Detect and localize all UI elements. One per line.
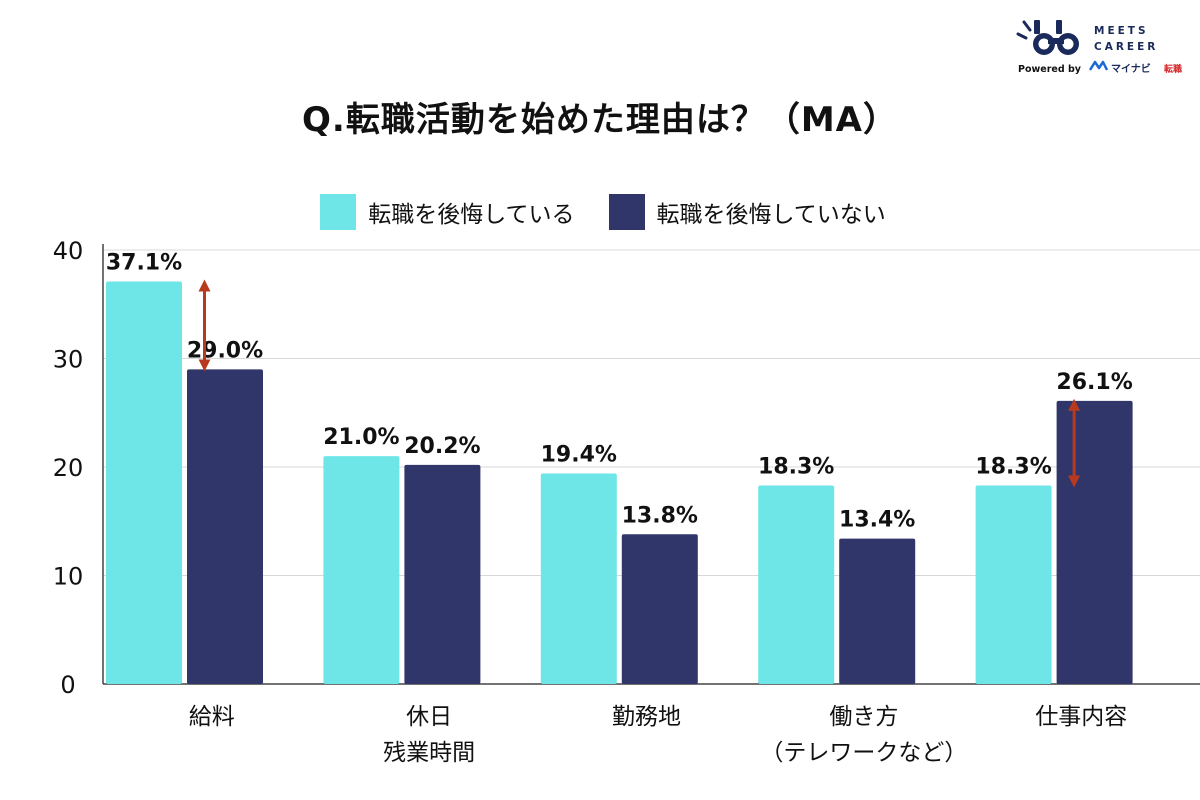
data-label-no-regret: 20.2%: [404, 434, 480, 459]
chart-legend: 転職を後悔している 転職を後悔していない: [0, 192, 1200, 232]
y-tick-label: 20: [53, 454, 84, 482]
y-tick-label: 40: [53, 237, 84, 265]
legend-swatch-regret: [320, 194, 357, 230]
legend-item-no-regret: 転職を後悔していない: [608, 194, 886, 230]
data-label-no-regret: 29.0%: [187, 338, 263, 363]
bar-no-regret: [404, 464, 481, 684]
logo-line2: CAREER: [1094, 41, 1158, 53]
category-label: 休日: [406, 704, 452, 730]
bar-no-regret: [621, 534, 698, 684]
data-label-regret: 18.3%: [758, 454, 834, 479]
category-label: （テレワークなど）: [760, 740, 967, 766]
logo-partner-suffix: 転職: [1164, 63, 1182, 75]
bar-no-regret: [187, 369, 263, 684]
data-label-no-regret: 26.1%: [1056, 370, 1132, 395]
data-label-no-regret: 13.4%: [839, 508, 915, 533]
y-tick-label: 30: [53, 346, 84, 374]
bar-regret: [323, 456, 400, 684]
category-label: 給料: [189, 704, 235, 730]
bar-regret: [106, 281, 182, 684]
category-label: 残業時間: [383, 740, 475, 766]
category-label: 働き方: [829, 704, 898, 730]
y-tick-label: 0: [60, 671, 75, 699]
data-label-regret: 21.0%: [323, 425, 399, 450]
bar-regret: [758, 485, 835, 684]
logo-powered-by: Powered by: [1018, 64, 1082, 75]
bar-no-regret: [839, 538, 916, 684]
bar-regret: [975, 485, 1052, 684]
legend-label-regret: 転職を後悔している: [368, 202, 575, 228]
data-label-regret: 19.4%: [541, 443, 617, 468]
data-label-no-regret: 13.8%: [622, 503, 698, 528]
y-tick-label: 10: [53, 563, 84, 591]
legend-item-regret: 転職を後悔している: [320, 194, 575, 230]
logo-line1: MEETS: [1094, 25, 1149, 37]
category-label: 仕事内容: [1035, 704, 1127, 730]
legend-swatch-no-regret: [608, 194, 645, 230]
category-label: 勤務地: [612, 704, 681, 730]
mynavi-mark-icon: [1088, 60, 1109, 71]
meets-career-logo: MEETS CAREER Powered by マイナビ 転職: [1016, 20, 1182, 75]
binoculars-icon: [1016, 20, 1079, 55]
bar-no-regret: [1056, 400, 1133, 684]
legend-label-no-regret: 転職を後悔していない: [656, 202, 886, 228]
logo-partner: マイナビ: [1111, 62, 1151, 75]
data-label-regret: 18.3%: [975, 454, 1051, 479]
chart-title: Q.転職活動を始めた理由は？（MA）: [302, 100, 898, 140]
data-label-regret: 37.1%: [106, 250, 182, 275]
bar-regret: [540, 473, 617, 684]
